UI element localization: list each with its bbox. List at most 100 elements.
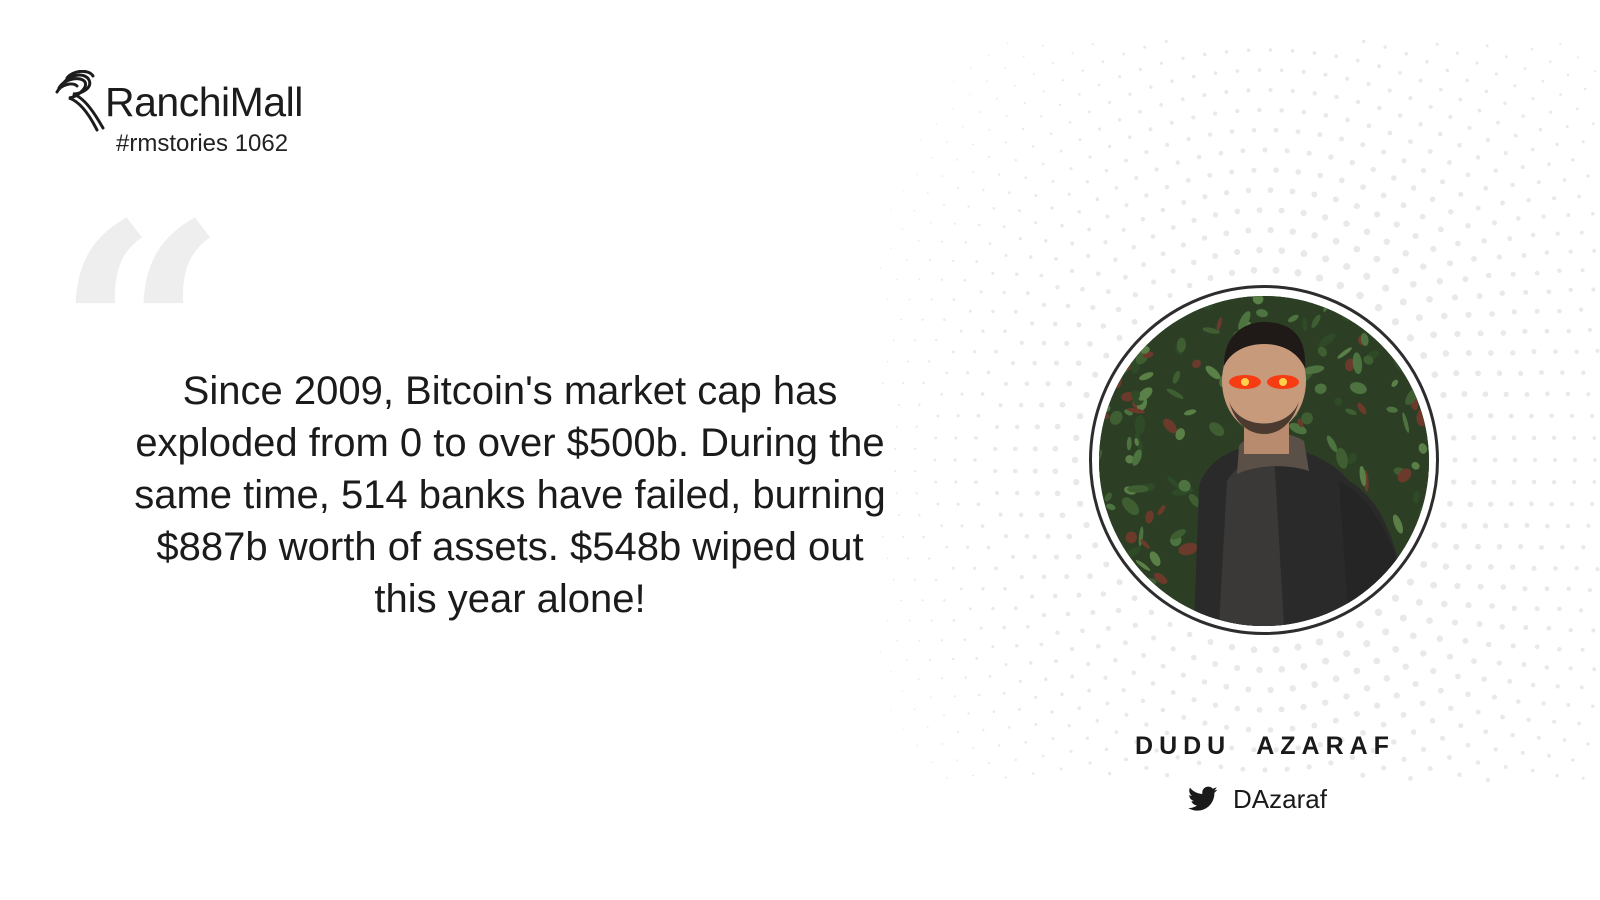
background-dot	[991, 645, 995, 649]
background-dot	[908, 298, 911, 301]
background-dot	[1441, 600, 1448, 608]
background-dot	[1581, 370, 1586, 375]
background-dot	[993, 446, 998, 452]
background-dot	[1454, 582, 1461, 590]
leaf-shape	[1402, 412, 1410, 433]
background-dot	[941, 743, 943, 745]
background-dot	[1508, 413, 1514, 419]
background-dot	[1441, 312, 1448, 320]
background-dot	[1014, 758, 1017, 762]
background-dot	[1374, 211, 1381, 218]
background-dot	[943, 204, 945, 206]
background-dot	[1428, 104, 1433, 109]
background-dot	[1160, 707, 1166, 713]
background-dot	[1531, 97, 1535, 101]
background-dot	[1167, 621, 1173, 628]
background-dot	[1144, 722, 1149, 727]
background-dot	[1583, 87, 1587, 91]
background-dot	[1557, 268, 1562, 274]
background-dot	[1144, 765, 1149, 770]
background-dot	[1294, 643, 1302, 651]
background-dot	[1019, 340, 1024, 345]
background-dot	[1590, 414, 1595, 418]
background-dot	[1034, 723, 1038, 726]
background-dot	[1569, 501, 1574, 507]
background-dot	[1426, 295, 1433, 303]
background-dot	[916, 173, 918, 176]
background-dot	[1085, 180, 1090, 184]
leaf-shape	[1314, 383, 1327, 394]
background-dot	[1586, 523, 1591, 528]
background-dot	[1467, 125, 1472, 130]
background-dot	[1290, 88, 1295, 94]
background-dot	[1294, 269, 1302, 277]
background-dot	[1343, 693, 1350, 700]
background-dot	[913, 578, 916, 581]
background-dot	[1580, 647, 1585, 652]
background-dot	[1131, 245, 1136, 250]
background-dot	[1532, 457, 1538, 463]
background-dot	[1353, 710, 1360, 717]
background-dot	[993, 468, 998, 474]
background-dot	[1511, 605, 1517, 611]
background-dot	[1360, 184, 1366, 190]
author-name: DUDU AZARAF	[1135, 732, 1395, 760]
background-dot	[963, 638, 967, 642]
background-dot	[1493, 168, 1498, 173]
background-dot	[1544, 328, 1550, 334]
background-dot	[959, 587, 963, 591]
background-dot	[1458, 97, 1463, 102]
background-dot	[1569, 413, 1574, 419]
background-dot	[972, 747, 975, 749]
background-dot	[1088, 155, 1092, 159]
background-dot	[1440, 521, 1447, 529]
background-dot	[1560, 370, 1565, 375]
background-dot	[1397, 113, 1403, 118]
background-dot	[922, 535, 925, 539]
background-dot	[1186, 631, 1193, 638]
background-dot	[886, 557, 889, 560]
background-dot	[980, 392, 985, 396]
background-dot	[1360, 772, 1366, 778]
background-dot	[1391, 594, 1400, 602]
background-dot	[1180, 97, 1185, 102]
background-dot	[1457, 772, 1462, 778]
background-dot	[987, 762, 991, 765]
background-dot	[1530, 768, 1535, 773]
twitter-handle[interactable]: DAzaraf	[1233, 784, 1327, 814]
background-dot	[991, 606, 995, 611]
background-dot	[1353, 245, 1361, 253]
background-dot	[1002, 225, 1006, 229]
background-dot	[1251, 747, 1257, 753]
background-dot	[1246, 88, 1251, 93]
background-dot	[914, 447, 917, 451]
background-dot	[1334, 54, 1339, 59]
background-dot	[1332, 196, 1339, 203]
background-dot	[1044, 677, 1048, 681]
background-dot	[1522, 328, 1528, 334]
background-dot	[1363, 272, 1371, 280]
background-dot	[969, 607, 972, 611]
background-dot	[1087, 227, 1092, 232]
background-dot	[1018, 512, 1024, 518]
background-dot	[1045, 381, 1051, 387]
background-dot	[1511, 309, 1517, 315]
background-dot	[976, 413, 981, 418]
background-dot	[946, 141, 948, 143]
background-dot	[892, 339, 895, 342]
background-dot	[1471, 658, 1477, 664]
background-dot	[1399, 298, 1407, 306]
background-dot	[1067, 192, 1071, 196]
background-dot	[881, 382, 884, 385]
background-dot	[1510, 350, 1516, 356]
background-dot	[1511, 435, 1517, 441]
background-dot	[1034, 424, 1040, 430]
background-dot	[1493, 747, 1498, 752]
background-dot	[1328, 154, 1334, 160]
background-dot	[1144, 150, 1149, 155]
background-dot	[994, 566, 998, 571]
background-dot	[1034, 695, 1038, 699]
background-dot	[1409, 280, 1417, 288]
background-dot	[1489, 603, 1495, 609]
background-dot	[1536, 735, 1541, 740]
